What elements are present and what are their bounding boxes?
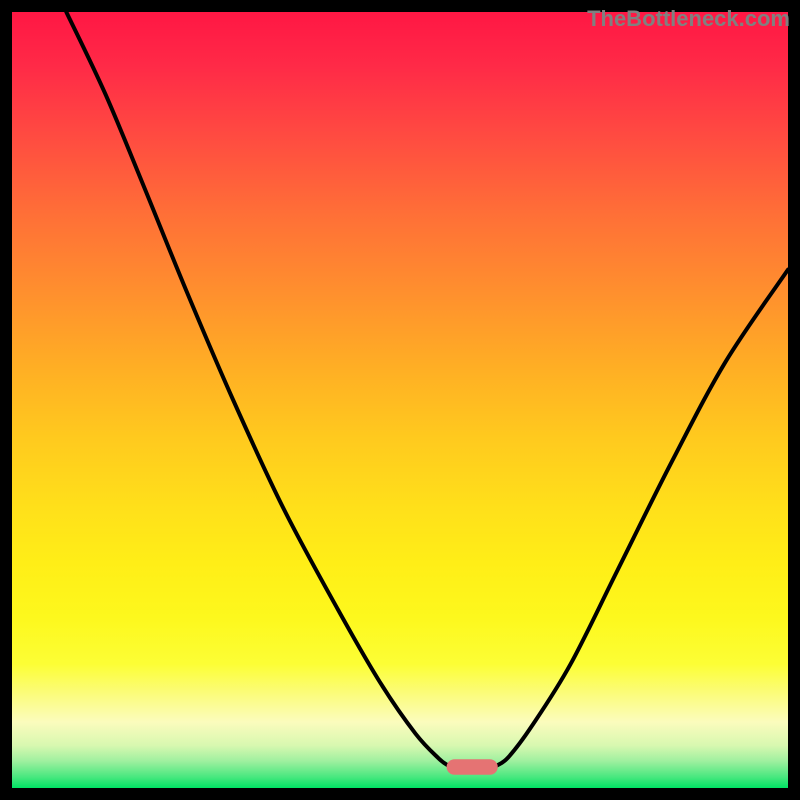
gradient-background xyxy=(12,12,788,788)
optimal-point-marker xyxy=(447,759,498,775)
bottleneck-chart: TheBottleneck.com xyxy=(0,0,800,800)
chart-svg xyxy=(0,0,800,800)
